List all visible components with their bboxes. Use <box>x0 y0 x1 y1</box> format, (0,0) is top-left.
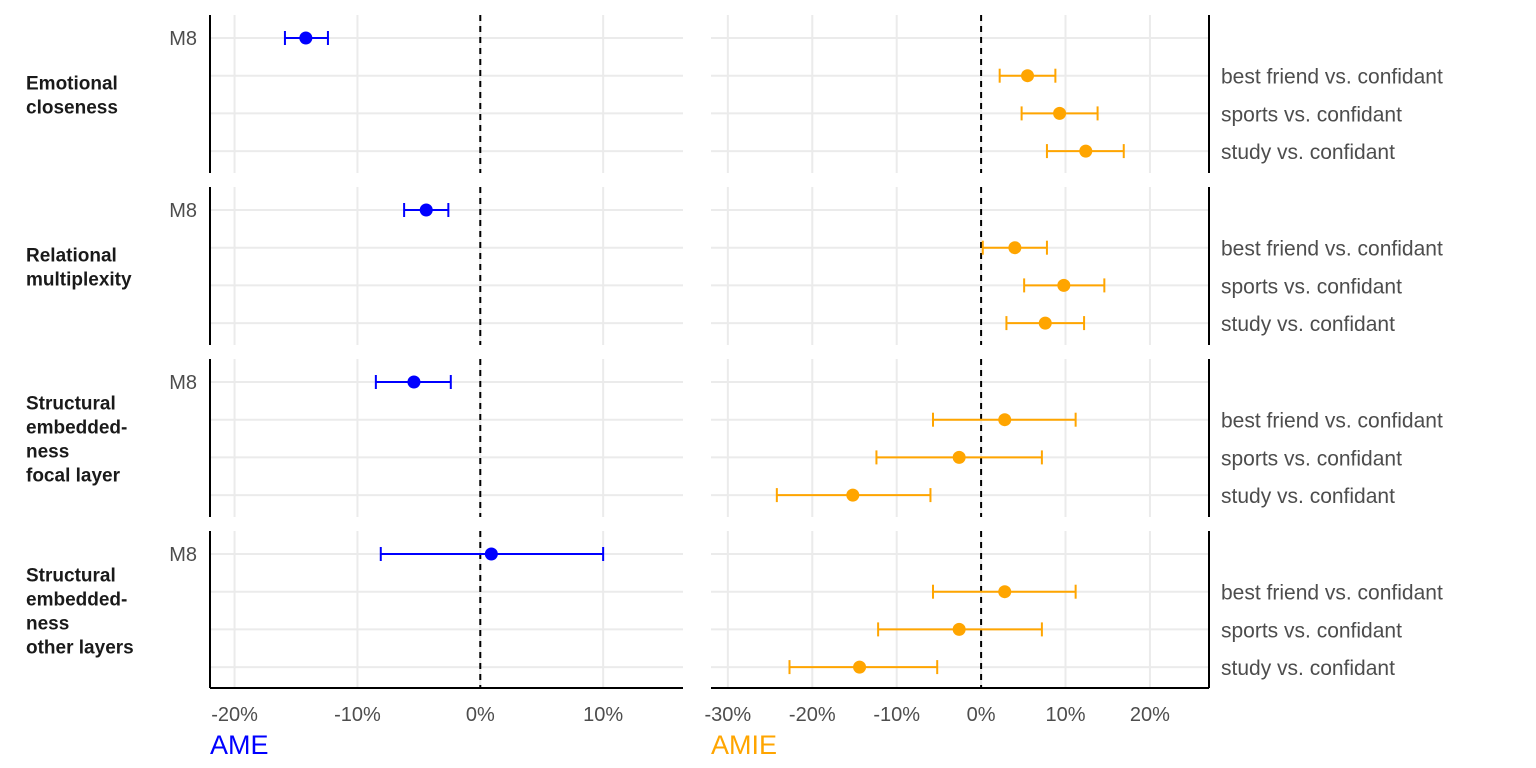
panel-label-1: Emotional closeness <box>26 74 118 119</box>
amie-estimate-3-3 <box>775 488 932 503</box>
amie-estimate-3-2 <box>875 450 1043 465</box>
amie-point <box>1008 241 1022 255</box>
amie-estimate-4-2 <box>877 622 1043 637</box>
amie-estimate-2-1 <box>981 240 1048 255</box>
panel-label-line: Emotional <box>26 74 118 95</box>
panel-label-4: Structural embedded-ness other layers <box>26 566 134 659</box>
amie-point <box>952 450 966 464</box>
left-grid-1 <box>210 15 683 173</box>
left-grid-2 <box>210 187 683 345</box>
row-label-contrast: best friend vs. confidant <box>1221 66 1443 89</box>
panel-label-line: other layers <box>26 638 134 659</box>
amie-point <box>952 622 966 636</box>
left-x-tick-label: 10% <box>583 704 623 726</box>
amie-estimate-3-1 <box>931 412 1077 427</box>
row-label-contrast: best friend vs. confidant <box>1221 238 1443 261</box>
right-x-tick-label: 10% <box>1045 704 1085 726</box>
amie-point <box>1038 316 1052 330</box>
row-label-contrast: sports vs. confidant <box>1221 103 1402 126</box>
amie-point <box>1053 106 1067 120</box>
panel-label-line: embedded- <box>26 590 127 611</box>
amie-point <box>998 413 1012 427</box>
panel-label-line: Structural <box>26 394 116 415</box>
panel-label-line: Structural <box>26 566 116 587</box>
row-label-m8: M8 <box>169 28 197 50</box>
row-label-m8: M8 <box>169 544 197 566</box>
right-grid-3 <box>711 359 1209 517</box>
amie-point <box>1021 69 1035 83</box>
amie-point <box>1079 144 1093 158</box>
row-label-contrast: sports vs. confidant <box>1221 275 1402 298</box>
amie-estimate-4-1 <box>931 584 1077 599</box>
row-label-contrast: study vs. confidant <box>1221 141 1395 164</box>
row-label-m8: M8 <box>169 372 197 394</box>
ame-estimate-2 <box>403 203 450 217</box>
row-label-m8: M8 <box>169 200 197 222</box>
row-label-contrast: sports vs. confidant <box>1221 619 1402 642</box>
row-label-contrast: study vs. confidant <box>1221 485 1395 508</box>
panel-label-line: ness <box>26 614 69 635</box>
row-label-contrast: best friend vs. confidant <box>1221 410 1443 433</box>
ame-point <box>484 547 498 561</box>
panel-label-line: closeness <box>26 98 118 119</box>
right-x-tick-label: 20% <box>1130 704 1170 726</box>
right-grid-2 <box>711 187 1209 345</box>
ame-point <box>419 203 433 217</box>
ame-point <box>407 375 421 389</box>
amie-point <box>998 585 1012 599</box>
panel-label-2: Relational multiplexity <box>26 246 132 291</box>
right-axis-title: AMIE <box>711 730 777 760</box>
ame-point <box>299 31 313 45</box>
panel-label-line: focal layer <box>26 466 121 487</box>
right-x-tick-label: 0% <box>967 704 996 726</box>
amie-estimate-2-3 <box>1005 316 1086 331</box>
row-label-contrast: study vs. confidant <box>1221 657 1395 680</box>
right-x-tick-label: -10% <box>873 704 920 726</box>
panel-label-line: embedded- <box>26 418 127 439</box>
amie-estimate-4-3 <box>788 660 939 675</box>
amie-point <box>846 488 860 502</box>
row-label-contrast: best friend vs. confidant <box>1221 582 1443 605</box>
amie-estimate-1-3 <box>1045 144 1125 159</box>
panel-label-3: Structural embedded-ness focal layer <box>26 394 127 487</box>
amie-estimate-1-1 <box>998 68 1057 83</box>
ame-estimate-1 <box>283 31 329 45</box>
left-x-tick-label: -20% <box>211 704 258 726</box>
panel-label-line: ness <box>26 442 69 463</box>
amie-point <box>1057 278 1071 292</box>
right-x-tick-label: -20% <box>789 704 836 726</box>
left-x-tick-label: -10% <box>334 704 381 726</box>
amie-point <box>853 660 867 674</box>
ame-estimate-4 <box>379 547 605 561</box>
left-axis-title: AME <box>210 730 269 760</box>
row-label-contrast: study vs. confidant <box>1221 313 1395 336</box>
amie-estimate-2-2 <box>1023 278 1106 293</box>
right-grid-1 <box>711 15 1209 173</box>
left-grid-3 <box>210 359 683 517</box>
row-label-contrast: sports vs. confidant <box>1221 447 1402 470</box>
panel-label-line: multiplexity <box>26 270 132 291</box>
right-x-tick-label: -30% <box>705 704 752 726</box>
amie-estimate-1-2 <box>1020 106 1099 121</box>
left-x-tick-label: 0% <box>466 704 495 726</box>
right-grid-4 <box>711 531 1209 689</box>
ame-estimate-3 <box>374 375 452 389</box>
panel-label-line: Relational <box>26 246 117 267</box>
